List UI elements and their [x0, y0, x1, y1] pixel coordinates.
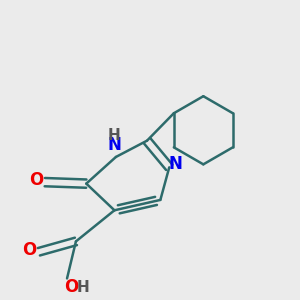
Text: O: O [64, 278, 79, 296]
Text: N: N [107, 136, 122, 154]
Text: H: H [108, 128, 121, 143]
Text: H: H [77, 280, 90, 295]
Text: O: O [29, 171, 44, 189]
Text: O: O [22, 241, 37, 259]
Text: N: N [169, 155, 183, 173]
